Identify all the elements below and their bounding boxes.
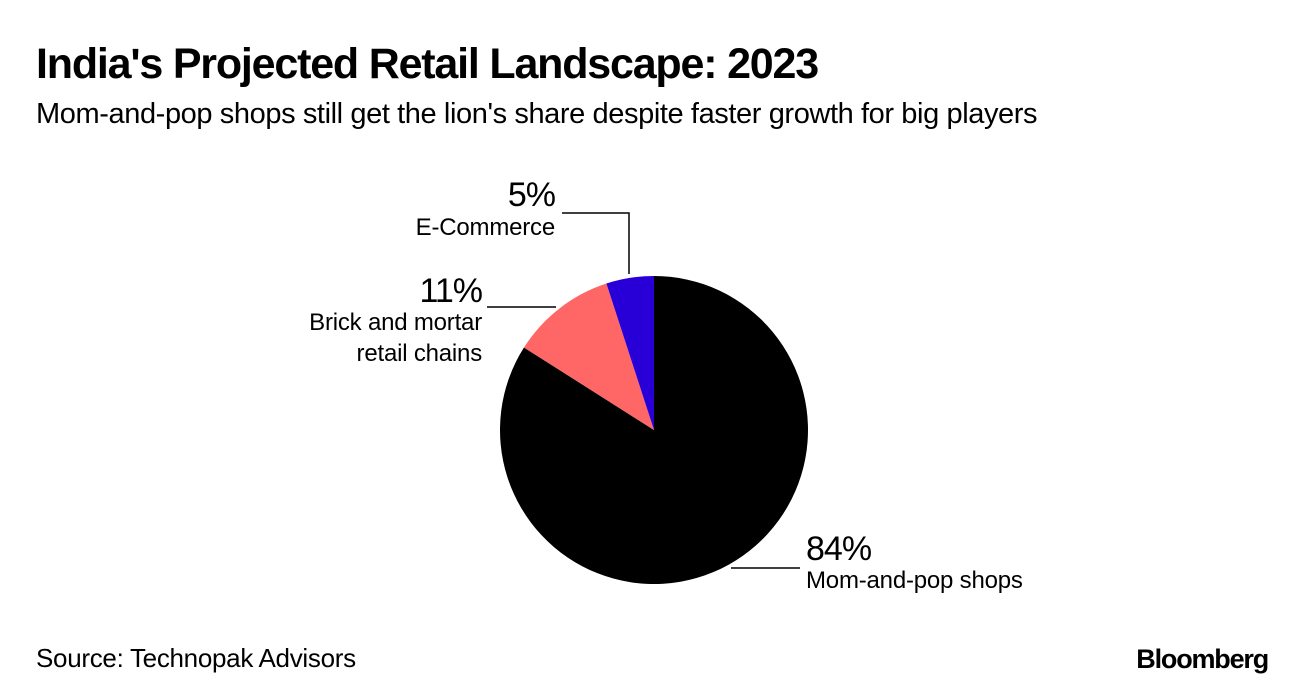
chart-title: India's Projected Retail Landscape: 2023 [36, 40, 819, 88]
data-label-e-commerce-name: E-Commerce [416, 214, 555, 241]
leader-line-e-commerce [562, 212, 630, 274]
pie-slice-mom-and-pop-shops [500, 276, 809, 584]
pie-slice-e-commerce [606, 276, 654, 430]
bloomberg-logo: Bloomberg [1136, 644, 1269, 674]
chart-subtitle: Mom-and-pop shops still get the lion's s… [36, 98, 1038, 130]
data-label-brick-and-mortar-name-line2: retail chains [357, 340, 483, 367]
data-label-mom-and-pop-value: 84% [806, 530, 872, 568]
pie-slices [500, 276, 809, 584]
source-note: Source: Technopak Advisors [36, 643, 356, 673]
data-label-mom-and-pop-name: Mom-and-pop shops [806, 567, 1023, 594]
data-label-brick-and-mortar-name-line1: Brick and mortar [309, 309, 482, 336]
data-label-brick-and-mortar-value: 11% [419, 272, 482, 310]
data-label-e-commerce-value: 5% [508, 176, 556, 214]
pie-slice-brick-and-mortar-retail-chains [523, 283, 654, 430]
